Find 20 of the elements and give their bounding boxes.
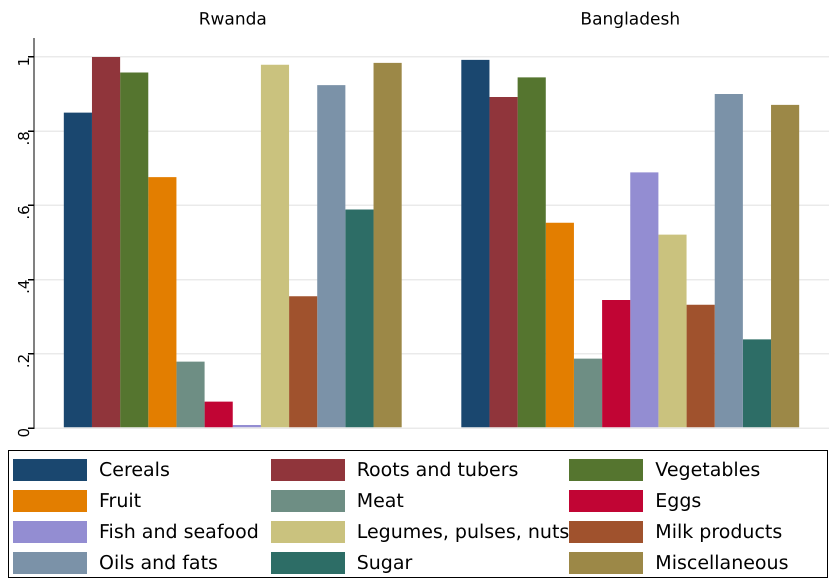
legend-label: Milk products (655, 520, 782, 542)
y-tick-label: .4 (14, 280, 33, 294)
legend-label: Sugar (356, 552, 412, 574)
legend-label: Oils and fats (99, 552, 218, 574)
y-tick-label: .2 (14, 354, 33, 368)
legend-label: Vegetables (655, 458, 760, 480)
legend-label: Legumes, pulses, nuts (356, 520, 570, 542)
x-tick-label: Rwanda (198, 10, 267, 30)
y-tick-label: 1 (14, 56, 33, 66)
legend-label: Roots and tubers (356, 458, 518, 480)
y-tick-label: .8 (14, 131, 33, 146)
legend-label: Fish and seafood (99, 520, 259, 542)
legend-label: Fruit (99, 490, 142, 512)
legend-label: Miscellaneous (655, 552, 789, 574)
legend-label: Meat (356, 490, 404, 512)
x-tick-label: Bangladesh (580, 10, 680, 30)
y-tick-label: .6 (14, 205, 33, 220)
legend-label: Eggs (655, 490, 702, 512)
legend-label: Cereals (99, 458, 170, 480)
y-tick-label: 0 (14, 428, 33, 438)
